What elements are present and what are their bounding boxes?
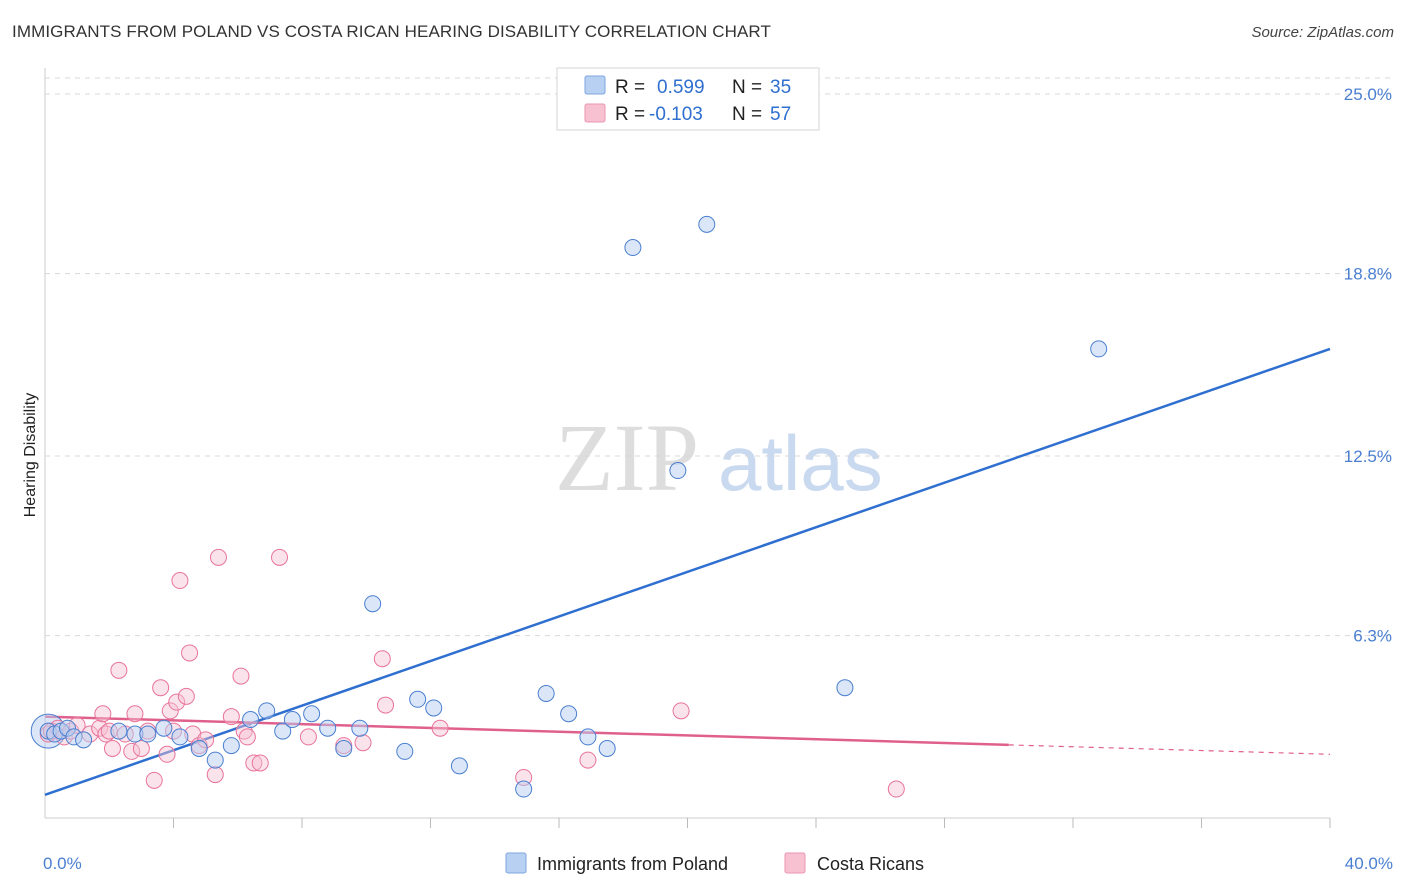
data-point-costa-rica [373, 650, 391, 668]
data-point-poland [171, 728, 189, 746]
points-layer [30, 215, 1108, 798]
data-point-costa-rica [168, 693, 186, 711]
watermark-zip: ZIP [555, 404, 699, 511]
axes-layer [44, 68, 1331, 828]
data-point-poland [242, 711, 260, 729]
legend-n-label-2: N = [732, 104, 762, 125]
data-point-costa-rica [232, 667, 250, 685]
data-point-costa-rica [887, 780, 905, 798]
data-point-costa-rica [161, 702, 179, 720]
legend-n-value-1: 35 [770, 77, 791, 98]
data-point-poland [155, 719, 173, 737]
data-point-costa-rica [123, 742, 141, 760]
data-point-poland [598, 740, 616, 758]
legend-n-label-1: N = [732, 77, 762, 98]
data-point-costa-rica [94, 705, 112, 723]
data-point-poland [283, 711, 301, 729]
data-point-costa-rica [158, 745, 176, 763]
data-point-poland [319, 719, 337, 737]
bottom-legend-swatch-poland [505, 852, 527, 874]
series-legend: Immigrants from Poland Costa Ricans [505, 852, 924, 874]
trendline-costa-rica [44, 715, 1009, 747]
data-point-costa-rica [245, 754, 263, 772]
data-point-poland [515, 780, 533, 798]
data-point-poland [836, 679, 854, 697]
data-point-poland [351, 719, 369, 737]
y-tick-label: 25.0% [1344, 85, 1392, 104]
data-point-poland [396, 742, 414, 760]
data-point-costa-rica [579, 751, 597, 769]
data-point-costa-rica [126, 705, 144, 723]
trend-layer [44, 347, 1331, 797]
legend-r-value-1: 0.599 [657, 77, 705, 98]
legend-r-label-1: R = [615, 77, 645, 98]
data-point-costa-rica [251, 754, 269, 772]
data-point-poland [139, 725, 157, 743]
data-point-costa-rica [152, 679, 170, 697]
y-tick-label: 18.8% [1344, 265, 1392, 284]
y-axis-label: Hearing Disability [22, 393, 39, 518]
correlation-legend: R = 0.599 N = 35 R = -0.103 N = 57 [556, 67, 820, 131]
data-point-costa-rica [354, 734, 372, 752]
data-point-costa-rica [171, 572, 189, 590]
data-point-poland [303, 705, 321, 723]
x-tick-label: 40.0% [1345, 854, 1393, 873]
data-point-costa-rica [672, 702, 690, 720]
data-point-poland [335, 740, 353, 758]
data-point-poland [75, 731, 93, 749]
bottom-legend-label-poland: Immigrants from Poland [537, 854, 728, 874]
y-tick-label: 6.3% [1353, 627, 1392, 646]
bottom-legend-label-costa-rica: Costa Ricans [817, 854, 924, 874]
data-point-costa-rica [145, 771, 163, 789]
data-point-poland [537, 684, 555, 702]
data-point-costa-rica [177, 687, 195, 705]
data-point-costa-rica [209, 548, 227, 566]
data-point-poland [110, 722, 128, 740]
data-point-costa-rica [103, 740, 121, 758]
data-point-costa-rica [181, 644, 199, 662]
data-point-costa-rica [132, 740, 150, 758]
data-point-poland [579, 728, 597, 746]
data-point-poland [222, 737, 240, 755]
watermark-atlas: atlas [718, 419, 883, 507]
data-point-poland [274, 722, 292, 740]
trendline-costa-rica-extension [1008, 744, 1331, 755]
data-point-poland [364, 595, 382, 613]
data-point-poland [409, 690, 427, 708]
bottom-legend-swatch-costa-rica [784, 852, 806, 874]
data-point-poland [450, 757, 468, 775]
data-point-costa-rica [110, 661, 128, 679]
data-point-poland [190, 740, 208, 758]
data-point-poland [698, 215, 716, 233]
data-point-poland [624, 239, 642, 257]
source-label: Source: ZipAtlas.com [1251, 24, 1394, 41]
chart-title: IMMIGRANTS FROM POLAND VS COSTA RICAN HE… [12, 22, 771, 41]
trendline-poland [44, 347, 1331, 797]
legend-r-value-2: -0.103 [649, 104, 703, 125]
data-point-costa-rica [431, 719, 449, 737]
legend-r-label-2: R = [615, 104, 645, 125]
legend-n-value-2: 57 [770, 104, 791, 125]
data-point-costa-rica [238, 728, 256, 746]
data-point-costa-rica [299, 728, 317, 746]
y-tick-labels: 6.3% 12.5% 18.8% 25.0% [1344, 85, 1392, 646]
data-point-poland [1090, 340, 1108, 358]
data-point-costa-rica [206, 766, 224, 784]
x-tick-labels: 0.0% 40.0% [43, 854, 1393, 873]
data-point-poland [206, 751, 224, 769]
legend-swatch-blue [584, 75, 606, 95]
data-point-costa-rica [377, 696, 395, 714]
data-point-poland [425, 699, 443, 717]
data-point-costa-rica [91, 719, 109, 737]
legend-swatch-pink [584, 103, 606, 123]
data-point-poland [258, 702, 276, 720]
grid-layer [45, 77, 1390, 637]
y-tick-label: 12.5% [1344, 447, 1392, 466]
data-point-poland [669, 462, 687, 480]
data-point-costa-rica [222, 708, 240, 726]
data-point-costa-rica [271, 548, 289, 566]
x-tick-label: 0.0% [43, 854, 82, 873]
data-point-poland [560, 705, 578, 723]
